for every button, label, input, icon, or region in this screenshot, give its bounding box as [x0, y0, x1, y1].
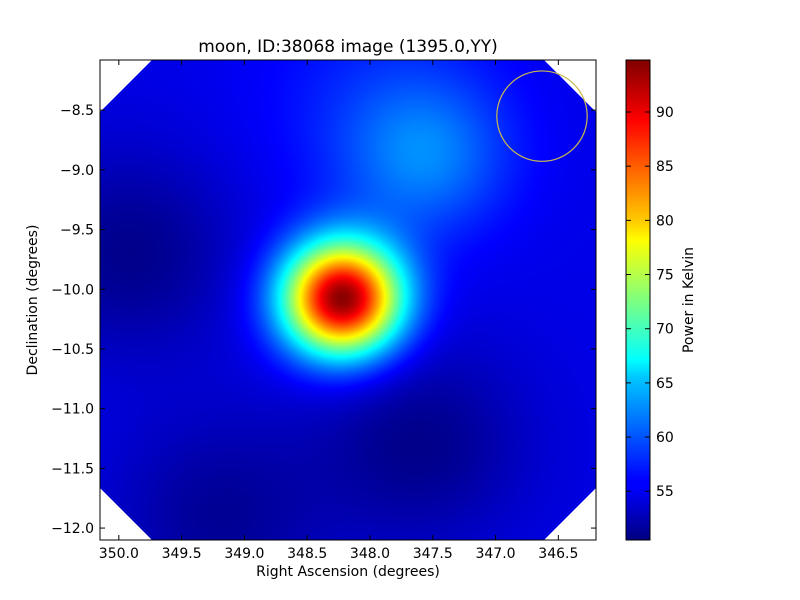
colorbar-tick-label: 80 [656, 213, 674, 229]
heatmap-area [100, 60, 596, 540]
y-axis: −8.5 −9.0 −9.5 −10.0 −10.5 −11.0 −11.5 −12.0 [51, 103, 596, 537]
colorbar-label: Power in Kelvin [681, 247, 697, 353]
x-tick-label: 347.5 [413, 546, 453, 562]
y-tick-label: −9.0 [60, 163, 94, 179]
y-tick-label: −10.5 [51, 342, 94, 358]
colorbar-tick-label: 65 [656, 376, 674, 392]
x-tick-label: 348.0 [350, 546, 390, 562]
colorbar-tick-label: 70 [656, 322, 674, 338]
colorbar-tick-label: 60 [656, 430, 674, 446]
annotation-circle [496, 70, 588, 162]
y-tick-label: −9.5 [60, 223, 94, 239]
heatmap-image [100, 60, 596, 540]
colorbar-gradient [625, 59, 651, 541]
x-tick-label: 349.5 [162, 546, 202, 562]
y-tick-label: −8.5 [60, 103, 94, 119]
x-tick-label: 346.5 [538, 546, 578, 562]
x-tick-label: 349.0 [224, 546, 264, 562]
y-axis-label: Declination (degrees) [25, 225, 41, 376]
y-tick-label: −12.0 [51, 521, 94, 537]
x-axis-label: Right Ascension (degrees) [256, 564, 440, 580]
colorbar: 55 60 65 70 75 80 85 90 Power in Kelvin [625, 59, 697, 541]
y-tick-label: −11.5 [51, 461, 94, 477]
axes-frame [99, 59, 597, 541]
x-tick-label: 350.0 [99, 546, 139, 562]
x-axis: 350.0 349.5 349.0 348.5 348.0 347.5 347.0 346.5 [99, 60, 578, 562]
y-tick-label: −10.0 [51, 282, 94, 298]
colorbar-tick-label: 85 [656, 159, 674, 175]
x-tick-label: 347.0 [475, 546, 515, 562]
colorbar-tick-label: 55 [656, 484, 674, 500]
y-tick-label: −11.0 [51, 402, 94, 418]
colorbar-ticks: 55 60 65 70 75 80 85 90 [626, 105, 674, 500]
colorbar-tick-label: 90 [656, 105, 674, 121]
colorbar-tick-label: 75 [656, 268, 674, 284]
x-tick-label: 348.5 [287, 546, 327, 562]
chart-title: moon, ID:38068 image (1395.0,YY) [198, 37, 498, 57]
